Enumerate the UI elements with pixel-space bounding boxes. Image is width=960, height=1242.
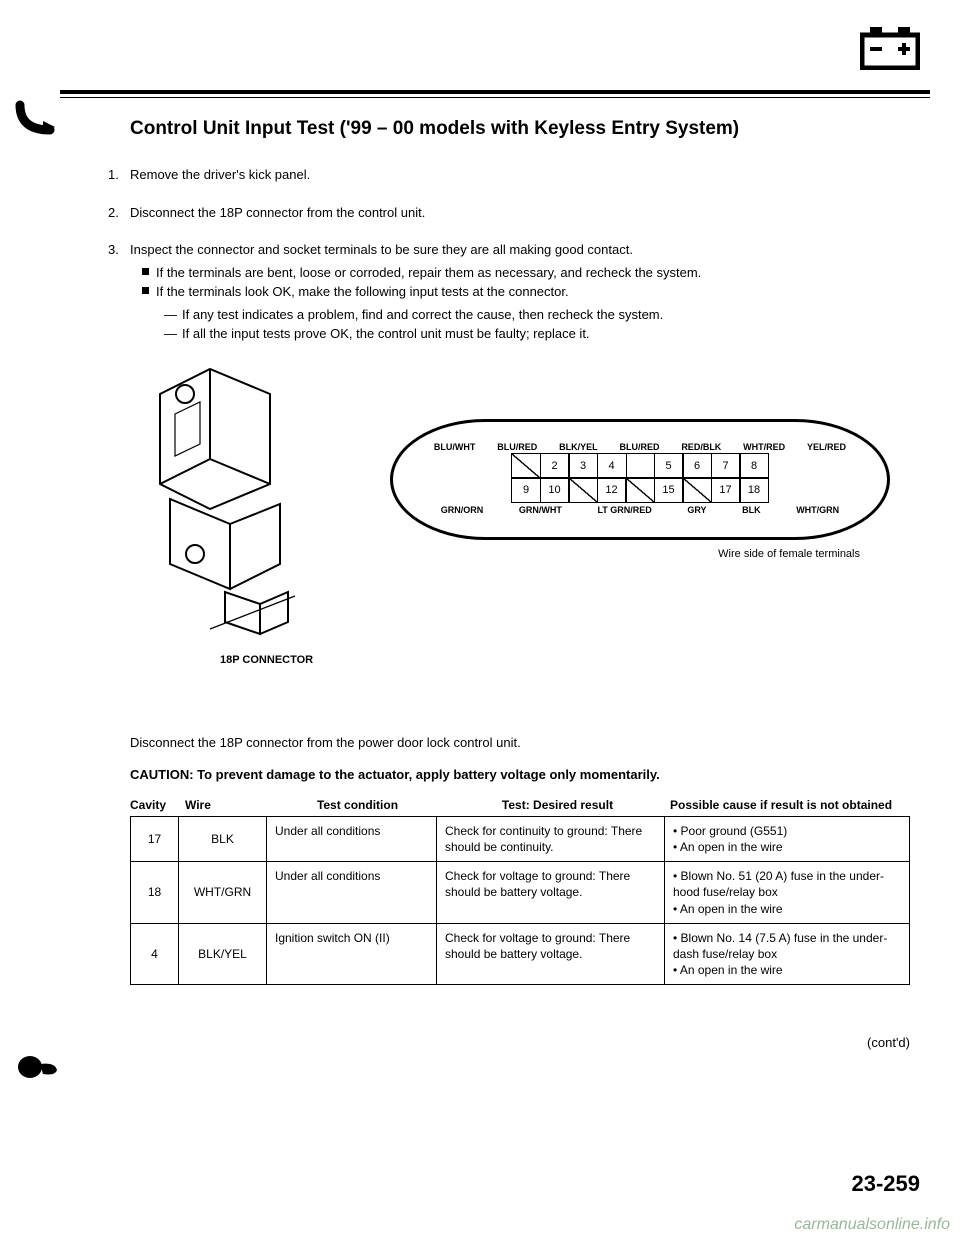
cell-result: Check for voltage to ground: There shoul… [437,923,665,985]
battery-icon [860,25,920,70]
pin-cell: 18 [739,477,769,503]
pin-cell: 3 [568,453,598,479]
cell-result: Check for voltage to ground: There shoul… [437,862,665,924]
wire-side-note: Wire side of female terminals [390,548,860,560]
step-2: Disconnect the 18P connector from the co… [130,203,910,223]
connector-3d-drawing [140,364,300,644]
pin-cell [625,453,655,479]
contd-label: (cont'd) [130,1035,910,1050]
step-3b: If the terminals look OK, make the follo… [142,282,910,344]
connector-label: 18P CONNECTOR [220,654,313,666]
caution-text: CAUTION: To prevent damage to the actuat… [130,766,910,784]
step-1: Remove the driver's kick panel. [130,165,910,185]
table-row: 18WHT/GRNUnder all conditionsCheck for v… [131,862,910,924]
watermark: carmanualsonline.info [794,1216,950,1234]
cell-wire: BLK/YEL [179,923,267,985]
disconnect-note: Disconnect the 18P connector from the po… [130,734,910,752]
wire-label: RED/BLK [681,442,721,452]
cell-cavity: 18 [131,862,179,924]
th-wire: Wire [185,798,270,812]
step-3a: If the terminals are bent, loose or corr… [142,263,910,283]
pinout-diagram: BLU/WHT BLU/RED BLK/YEL BLU/RED RED/BLK WHT/R… [390,419,890,560]
pin-row-2: 910 12 15 1718 [423,478,857,503]
pin-cell [682,477,712,503]
cell-cause: • Blown No. 14 (7.5 A) fuse in the under… [665,923,910,985]
table-header-row: Cavity Wire Test condition Test: Desired… [130,798,910,812]
pin-cell: 6 [682,453,712,479]
step-3b-text: If the terminals look OK, make the follo… [156,284,569,299]
th-result: Test: Desired result [445,798,670,812]
cell-condition: Ignition switch ON (II) [267,923,437,985]
cell-cavity: 17 [131,816,179,861]
pin-cell: 4 [597,453,627,479]
cell-wire: WHT/GRN [179,862,267,924]
wire-label: LT GRN/RED [597,505,651,515]
pin-cell: 12 [597,477,627,503]
cell-cavity: 4 [131,923,179,985]
pin-cell: 2 [540,453,570,479]
cell-result: Check for continuity to ground: There sh… [437,816,665,861]
th-cause: Possible cause if result is not obtained [670,798,910,812]
wire-label: YEL/RED [807,442,846,452]
test-table: 17BLKUnder all conditionsCheck for conti… [130,816,910,986]
pin-cell: 8 [739,453,769,479]
page-number: 23-259 [851,1171,920,1197]
wire-label: BLK [742,505,761,515]
pin-cell: 5 [654,453,684,479]
th-cavity: Cavity [130,798,185,812]
step-3b2: If all the input tests prove OK, the con… [168,324,910,344]
divider-thin [60,97,930,98]
wire-label: BLU/WHT [434,442,476,452]
table-row: 17BLKUnder all conditionsCheck for conti… [131,816,910,861]
pin-cell: 10 [540,477,570,503]
wire-label: WHT/GRN [796,505,839,515]
hand-point-icon-bottom [15,1052,60,1082]
wire-label: GRY [687,505,706,515]
connector-diagram: 18P CONNECTOR BLU/WHT BLU/RED BLK/YEL BLU/R… [130,364,910,694]
page-title: Control Unit Input Test ('99 – 00 models… [130,118,930,140]
pin-cell: 9 [511,477,541,503]
wire-label: GRN/WHT [519,505,562,515]
cell-condition: Under all conditions [267,816,437,861]
cell-wire: BLK [179,816,267,861]
wire-label: BLK/YEL [559,442,598,452]
pin-cell: 7 [711,453,741,479]
pin-row-1: 234 5678 [423,454,857,479]
step-3: Inspect the connector and socket termina… [130,240,910,344]
step-3b1: If any test indicates a problem, find an… [168,305,910,325]
wire-label: BLU/RED [619,442,659,452]
wire-label: WHT/RED [743,442,785,452]
step-3-text: Inspect the connector and socket termina… [130,242,633,257]
top-wire-labels: BLU/WHT BLU/RED BLK/YEL BLU/RED RED/BLK WHT/R… [423,442,857,452]
pin-cell [625,477,655,503]
wire-label: BLU/RED [497,442,537,452]
cell-cause: • Poor ground (G551) • An open in the wi… [665,816,910,861]
bottom-wire-labels: GRN/ORN GRN/WHT LT GRN/RED GRY BLK WHT/GRN [423,505,857,515]
pin-cell: 17 [711,477,741,503]
th-condition: Test condition [270,798,445,812]
cell-cause: • Blown No. 51 (20 A) fuse in the under-… [665,862,910,924]
wire-label: GRN/ORN [441,505,484,515]
cell-condition: Under all conditions [267,862,437,924]
pin-cell [568,477,598,503]
pin-cell: 15 [654,477,684,503]
pin-cell [511,453,541,479]
divider-thick [60,90,930,94]
section-arrow-icon [15,100,55,135]
table-row: 4BLK/YELIgnition switch ON (II)Check for… [131,923,910,985]
